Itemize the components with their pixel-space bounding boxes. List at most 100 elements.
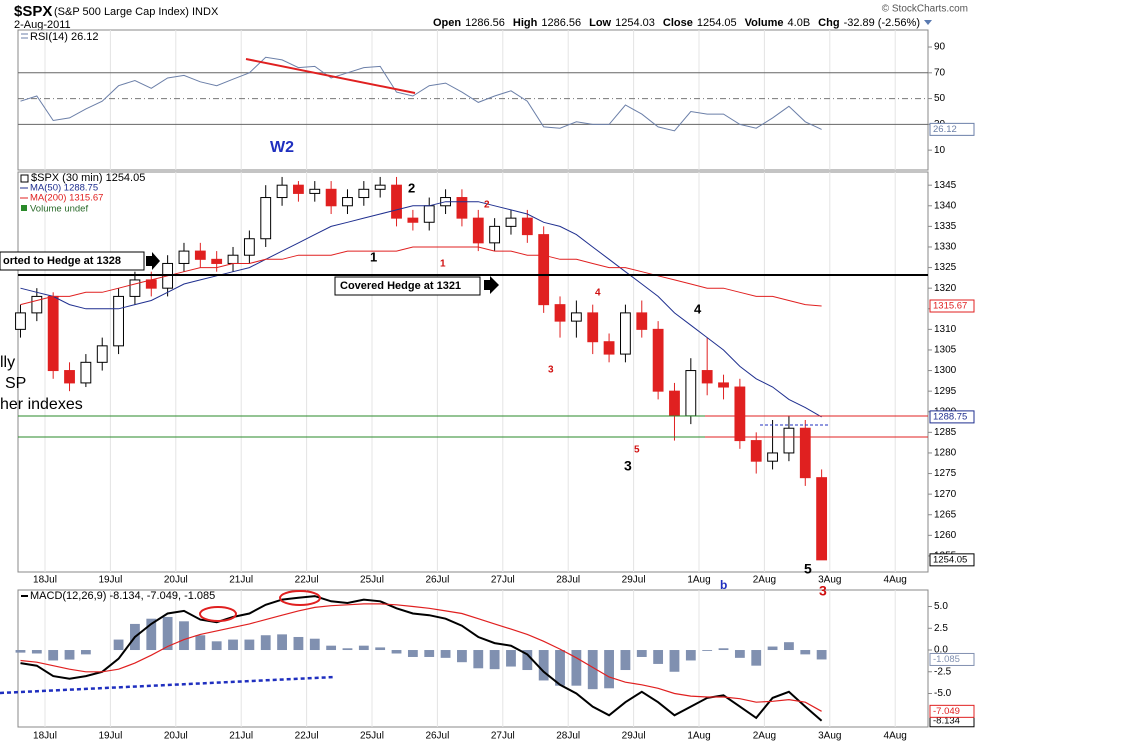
legend-entry: $SPX (30 min) 1254.05 [31, 172, 145, 184]
series-line [20, 603, 822, 712]
candle-body [636, 312, 648, 330]
histogram-bar [751, 650, 762, 666]
candle-body [276, 184, 288, 199]
histogram-bar [244, 639, 255, 651]
quote-value: 1286.56 [465, 17, 505, 29]
histogram-bar [555, 650, 565, 686]
candle-body [587, 312, 599, 343]
legend-icon [21, 33, 28, 39]
histogram-bar [146, 618, 157, 651]
legend-entry: MA(50) 1288.75 [30, 183, 98, 194]
date: 2-Aug-2011 [14, 19, 71, 31]
y-tick-label: -5.0 [934, 688, 952, 699]
legend-icon [20, 174, 29, 183]
value-tag-label: -7.049 [933, 706, 960, 717]
quote-label: Volume [745, 17, 784, 29]
histogram-bar [391, 650, 402, 654]
candle-body [47, 295, 59, 372]
candle-body [243, 238, 255, 256]
y-tick-label: 1305 [934, 345, 957, 356]
rsi-trendline [245, 58, 416, 94]
histogram-bar [571, 650, 582, 686]
quote-value: 1254.05 [697, 17, 737, 29]
histogram-bar [358, 645, 369, 651]
candle-body [358, 188, 370, 199]
macd-circle [279, 590, 321, 606]
histogram-bar [48, 650, 59, 661]
x-tick-label: 21Jul [229, 575, 253, 586]
quote-label: Low [589, 17, 611, 29]
x-tick-label: 27Jul [491, 575, 515, 586]
note-box [0, 251, 145, 271]
legend-icon [21, 205, 27, 211]
candle-body [211, 258, 223, 264]
histogram-bar [64, 650, 75, 660]
histogram-bar [669, 650, 680, 672]
x-tick-label: 2Aug [753, 575, 776, 586]
value-tag [929, 553, 975, 567]
histogram-bar [800, 650, 811, 655]
y-tick-label: 1295 [934, 386, 957, 397]
histogram-bar [685, 650, 696, 661]
histogram-bar [604, 650, 614, 689]
x-tick-label: 25Jul [360, 575, 384, 586]
series-line [20, 56, 822, 132]
histogram-bar [293, 636, 304, 651]
side-text: lly [0, 354, 15, 371]
candle-body [750, 440, 762, 462]
candle-body [96, 345, 108, 363]
value-tag [929, 652, 975, 666]
wave-label: 1 [440, 259, 446, 270]
histogram-bar [195, 635, 206, 651]
x-tick-label: 18Jul [33, 575, 57, 586]
x-tick-label: 28Jul [556, 731, 580, 742]
x-tick-label: 29Jul [622, 575, 646, 586]
candle-body [554, 304, 566, 322]
panel-frame [17, 171, 929, 573]
y-tick-label: 90 [934, 42, 946, 53]
histogram-bar [473, 650, 484, 669]
y-tick-label: -2.5 [934, 666, 952, 677]
panel-frame [17, 589, 929, 728]
note-box [334, 276, 481, 296]
candle-body [227, 254, 239, 264]
candle-body [472, 217, 484, 244]
panel-frame [17, 29, 929, 171]
histogram-bar [636, 650, 647, 657]
candle-body [80, 361, 92, 384]
histogram-bar [424, 650, 435, 657]
candle-body [521, 217, 533, 236]
value-tag [929, 122, 975, 136]
y-tick-label: 1285 [934, 427, 957, 438]
y-tick-label: 1335 [934, 221, 957, 232]
candle-body [113, 295, 124, 347]
wave-label: b [720, 578, 727, 592]
legend-entry: RSI(14) 26.12 [30, 31, 98, 43]
candle-body [783, 427, 795, 454]
x-tick-label: 21Jul [229, 731, 253, 742]
candle-body [816, 477, 828, 561]
histogram-bar [80, 650, 91, 655]
quote-label: High [513, 17, 538, 29]
quote-value: -32.89 (-2.56%) [844, 17, 920, 29]
candle-body [767, 452, 778, 462]
histogram-bar [277, 634, 287, 651]
y-tick-label: 1280 [934, 448, 957, 459]
histogram-bar [15, 650, 26, 653]
credit: © StockCharts.com [882, 4, 968, 15]
wave-label: 2 [484, 200, 490, 211]
note: Covered Hedge at 1321 [340, 280, 461, 292]
wave-label: 2 [408, 180, 415, 195]
value-tag-label: 26.12 [933, 124, 957, 135]
candle-body [15, 312, 26, 330]
side-text: her indexes [0, 396, 83, 413]
histogram-bar [506, 650, 516, 667]
candle-body [194, 250, 206, 260]
macd-trendline [0, 675, 336, 695]
y-tick-label: 50 [934, 93, 946, 104]
y-tick-label: 1330 [934, 242, 957, 253]
x-tick-label: 27Jul [491, 731, 515, 742]
histogram-bar [702, 650, 713, 651]
wave-label: 1 [370, 249, 377, 264]
